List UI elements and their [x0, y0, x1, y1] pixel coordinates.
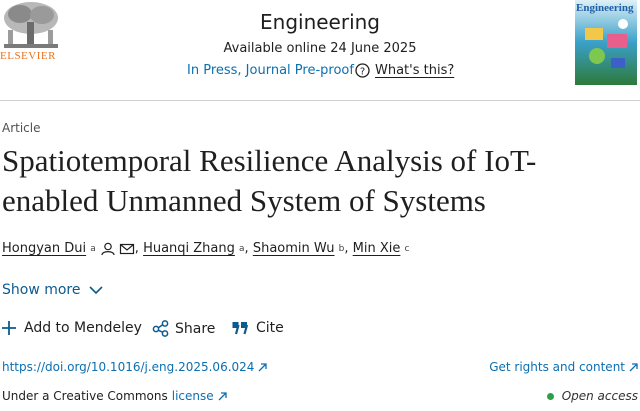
- rights-link[interactable]: Get rights and content: [489, 360, 638, 374]
- share-icon: [152, 320, 169, 337]
- rights-text: Get rights and content: [489, 360, 625, 374]
- chevron-icon: [88, 286, 103, 295]
- cite-text: Cite: [256, 320, 284, 336]
- affiliation: b: [338, 243, 345, 254]
- share-button[interactable]: Share: [152, 320, 215, 337]
- svg-text:?: ?: [360, 67, 365, 78]
- author-list: Hongyan Dui a , Huanqi Zhang a , Shaomin…: [2, 241, 409, 256]
- separator: ,: [244, 241, 249, 256]
- status-link[interactable]: In Press, Journal Pre-proof: [187, 63, 354, 78]
- article-title: Spatiotemporal Resilience Analysis of Io…: [2, 143, 537, 218]
- cover-title: Engineering: [576, 2, 634, 14]
- external-icon: [629, 362, 638, 371]
- license-line: Under a Creative Commons license: [2, 389, 227, 403]
- doi-text: https://doi.org/10.1016/j.eng.2025.06.02…: [2, 360, 255, 374]
- mail-icon[interactable]: [119, 242, 135, 256]
- author[interactable]: Min Xie: [352, 241, 401, 256]
- help-text: What's this?: [375, 63, 455, 78]
- show-more[interactable]: Show more: [2, 282, 103, 298]
- whats-this[interactable]: ? What's this?: [355, 63, 454, 78]
- help-icon: ?: [355, 63, 370, 78]
- cover-art: [575, 0, 637, 85]
- show-more-text: Show more: [2, 282, 81, 298]
- article-type: Article: [2, 121, 41, 135]
- person-icon[interactable]: [100, 242, 116, 256]
- status-text: In Press, Journal Pre-proof: [187, 63, 354, 78]
- logo-tree: [0, 0, 62, 50]
- journal-title[interactable]: Engineering: [260, 10, 380, 34]
- affiliation: a: [90, 243, 96, 254]
- author[interactable]: Huanqi Zhang: [143, 241, 235, 256]
- publisher-logo[interactable]: ELSEVIER: [0, 0, 62, 66]
- plus-icon: [2, 321, 16, 335]
- author[interactable]: Shaomin Wu: [252, 241, 335, 256]
- author[interactable]: Hongyan Dui: [2, 241, 87, 256]
- mendeley-button[interactable]: Add to Mendeley: [2, 320, 142, 336]
- license-prefix: Under a Creative Commons: [2, 389, 168, 403]
- quote-icon: [232, 322, 248, 335]
- availability: Available online 24 June 2025: [223, 41, 417, 56]
- open-access: Open access: [546, 389, 638, 403]
- affiliation: a: [239, 243, 245, 254]
- doi-link[interactable]: https://doi.org/10.1016/j.eng.2025.06.02…: [2, 360, 268, 374]
- separator: ,: [134, 241, 139, 256]
- status-dot: [546, 392, 554, 400]
- journal-cover[interactable]: Engineering: [575, 0, 637, 85]
- share-text: Share: [175, 320, 216, 337]
- license-link[interactable]: license: [171, 389, 214, 403]
- cite-button[interactable]: Cite: [232, 320, 284, 336]
- publisher-name: ELSEVIER: [0, 50, 56, 62]
- separator: ,: [344, 241, 349, 256]
- affiliation: c: [404, 243, 410, 254]
- open-access-text: Open access: [561, 389, 638, 403]
- external-icon: [218, 391, 227, 400]
- divider: [0, 100, 640, 101]
- mendeley-text: Add to Mendeley: [24, 320, 142, 336]
- external-icon: [258, 362, 268, 371]
